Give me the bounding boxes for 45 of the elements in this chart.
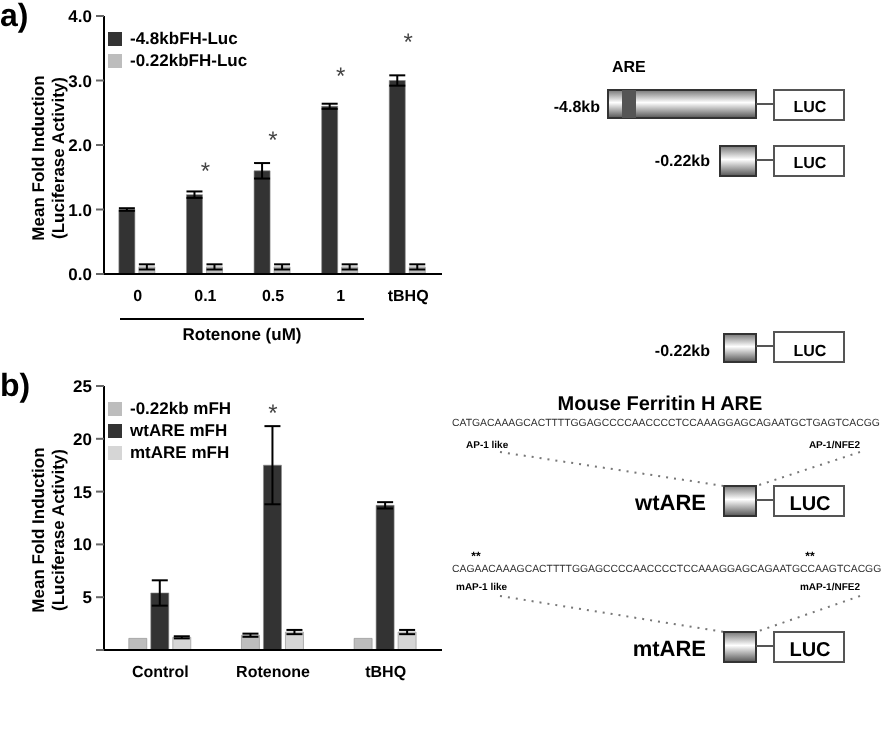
x-tick-label: 1 [336,287,347,306]
text: mtARE [632,638,706,662]
text: LUC [789,494,831,516]
annotation: * [403,28,414,57]
annotation: * [268,398,279,427]
x-tick-label: Rotenone [236,663,311,682]
chart-title: b) [0,370,31,406]
x-axis-title: Rotenone (uM) [180,324,304,344]
y-tick-label: 3.0 [68,70,93,91]
legend-label: -0.22kbFH-Luc [130,50,248,72]
y-tick-label: 5 [82,587,93,608]
text: LUC [789,640,831,662]
legend-label: -4.8kbFH-Luc [130,28,238,50]
legend-label: wtARE mFH [130,420,228,442]
annotation: * [335,61,346,90]
text: LUC [793,154,827,172]
x-tick-label: tBHQ [387,287,429,306]
text: -0.22kb [654,342,711,360]
y-tick-label: 4.0 [68,6,93,27]
x-tick-label: tBHQ [365,663,407,682]
x-tick-label: Control [131,663,189,682]
text: Mouse Ferritin H ARE [557,394,764,416]
y-tick-label: 20 [73,428,93,449]
x-tick-label: 0 [133,287,144,306]
text: LUC [793,342,827,360]
y-axis-title: Mean Fold Induction (Luciferase Activity) [28,445,68,617]
text: -0.22kb [654,152,711,170]
annotation: * [268,126,279,155]
y-axis-title: Mean Fold Induction (Luciferase Activity) [28,72,68,244]
text: ARE [612,58,648,76]
y-tick-label: 15 [73,481,93,502]
chart-title: a) [0,0,29,36]
legend-label: mtARE mFH [130,442,230,464]
y-tick-label: 10 [73,534,93,555]
text: -4.8kb [553,98,601,116]
x-tick-label: 0.1 [194,287,218,306]
x-tick-label: 0.5 [261,287,286,306]
y-tick-label: 0.0 [68,264,93,285]
y-tick-label: 1.0 [68,199,93,220]
text: LUC [793,98,827,116]
legend-label: -0.22kb mFH [130,398,232,420]
annotation: * [200,157,211,186]
y-tick-label: 2.0 [68,135,93,156]
text: wtARE [633,492,706,516]
y-tick-label: 25 [73,376,93,397]
